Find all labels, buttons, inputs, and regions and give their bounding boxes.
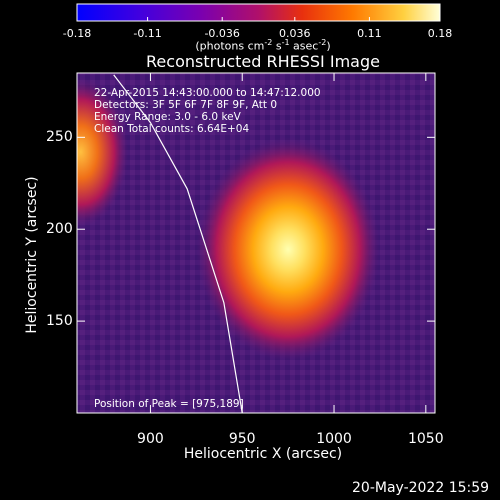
x-tick-label: 1000: [316, 431, 352, 447]
y-axis-label: Heliocentric Y (arcsec): [24, 176, 40, 334]
colorbar-units: (photons cm-2 s-1 asec-2): [195, 38, 331, 53]
heatmap-image: [77, 73, 435, 413]
x-tick-label: 900: [137, 431, 164, 447]
main-source-blob: [196, 137, 381, 362]
secondary-source-blob: [77, 77, 129, 228]
axis-ticks: [77, 73, 435, 413]
date-stamp: 20-May-2022 15:59: [352, 480, 490, 496]
x-tick-label: 950: [228, 431, 256, 447]
colorbar-tick-label: -0.11: [133, 27, 162, 40]
colorbar: [76, 3, 441, 22]
detectors-label: Detectors: 3F 5F 6F 7F 8F 9F, Att 0: [94, 99, 278, 111]
time-range-label: 22-Apr-2015 14:43:00.000 to 14:47:12.000: [94, 87, 321, 99]
colorbar-tick-label: -0.18: [62, 27, 92, 40]
y-tick-label: 200: [46, 221, 73, 238]
colorbar-tick-label: 0.18: [427, 27, 453, 40]
x-axis-label: Heliocentric X (arcsec): [183, 446, 343, 462]
peak-position-label: Position of Peak = [975,189]: [94, 398, 244, 410]
colorbar-tick-label: -0.036: [204, 27, 240, 40]
colorbar-tick-label: 0.11: [357, 27, 382, 40]
y-tick-label: 150: [46, 313, 73, 330]
clean-counts-label: Clean Total counts: 6.64E+04: [94, 123, 250, 135]
colorbar-tick-label: 0.036: [279, 27, 311, 40]
solar-limb-curve: [113, 74, 243, 413]
x-tick-label: 1050: [407, 431, 444, 447]
chart-title: Reconstructed RHESSI Image: [146, 52, 380, 71]
plot-frame: [76, 72, 436, 414]
energy-range-label: Energy Range: 3.0 - 6.0 keV: [94, 111, 241, 123]
y-tick-label: 250: [46, 129, 73, 146]
colorbar-ticks: [76, 17, 441, 21]
